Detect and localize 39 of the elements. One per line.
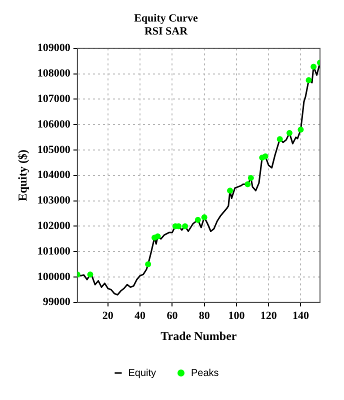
y-tick-label: 100000 [37, 270, 71, 283]
y-tick-label: 108000 [37, 68, 71, 80]
y-tick-label: 105000 [37, 144, 71, 156]
point [227, 188, 234, 194]
point [194, 216, 201, 223]
x-tick-label: 40 [134, 310, 146, 322]
x-axis-title: Trade Number [160, 328, 238, 343]
x-tick-label: 60 [166, 310, 178, 322]
point [145, 261, 152, 268]
point [276, 136, 283, 142]
chart-subtitle: RSI SAR [144, 26, 189, 38]
point [248, 174, 254, 181]
y-tick-label: 101000 [37, 245, 71, 258]
point [182, 223, 188, 230]
x-tick-label: 140 [292, 310, 310, 322]
point [306, 77, 312, 84]
x-tick-label: 80 [198, 310, 210, 322]
y-tick-label: 103000 [37, 194, 71, 207]
y-tick-label: 104000 [37, 169, 71, 182]
point [286, 130, 292, 136]
x-tick-label: 20 [102, 310, 114, 322]
x-tick-label: 100 [228, 310, 246, 322]
point [262, 153, 268, 160]
x-tick-label: 120 [260, 310, 278, 322]
y-tick-label: 107000 [37, 93, 71, 106]
point [154, 233, 161, 240]
point [87, 271, 94, 278]
point [298, 126, 304, 133]
legend-label: Peaks [191, 368, 219, 379]
point [201, 214, 208, 220]
y-axis-title: Equity ($) [15, 150, 30, 202]
point [244, 181, 251, 188]
y-tick-label: 102000 [37, 220, 71, 232]
y-tick-label: 109000 [37, 42, 71, 54]
y-tick-label: 106000 [37, 118, 71, 130]
y-tick-label: 99000 [42, 296, 71, 308]
point [310, 64, 317, 70]
chart-title: Equity Curve [134, 12, 198, 24]
legend-label: Equity [128, 368, 156, 379]
